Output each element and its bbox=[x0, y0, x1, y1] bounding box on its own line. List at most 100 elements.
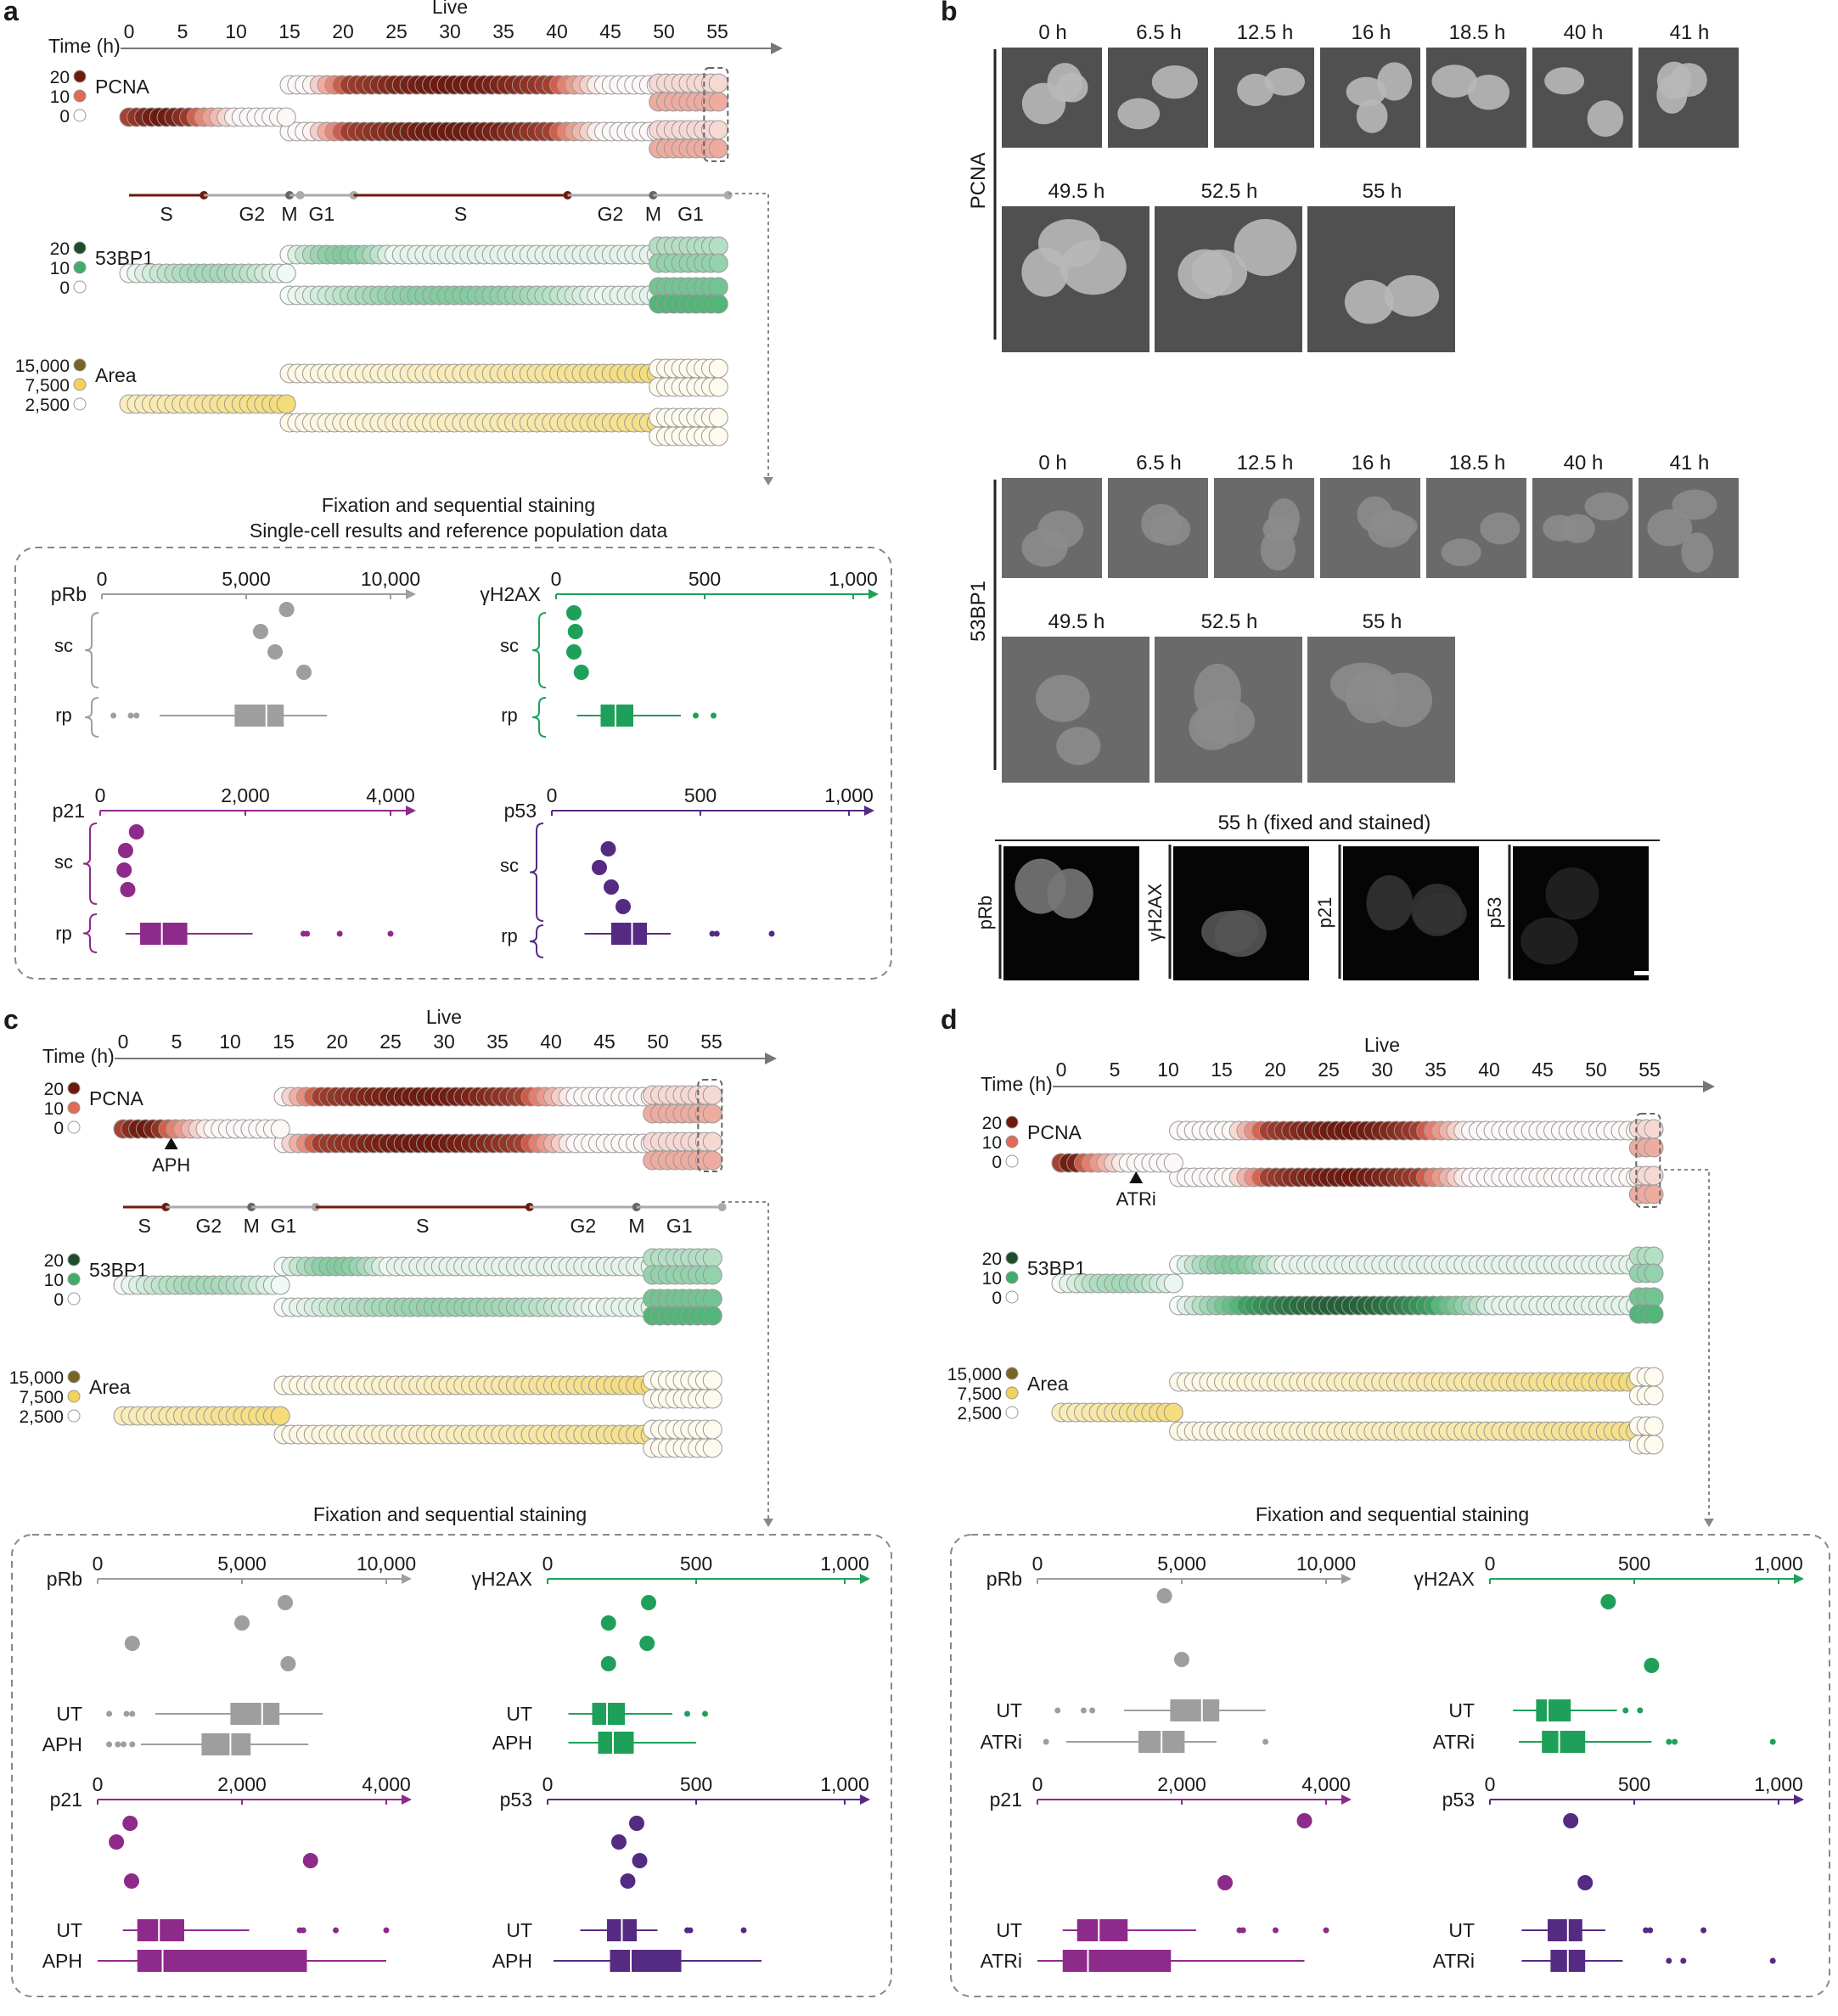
outlier-dot bbox=[1054, 1707, 1061, 1714]
marker-label: p21 bbox=[53, 800, 85, 822]
single-cell-dot bbox=[1156, 1588, 1172, 1603]
axis-tick-label: 1,000 bbox=[1754, 1773, 1803, 1795]
outlier-dot bbox=[709, 930, 716, 937]
outlier-dot bbox=[684, 1710, 690, 1717]
outlier-dot bbox=[1647, 1927, 1654, 1934]
nucleus bbox=[1346, 76, 1386, 107]
marker-axis-arrow bbox=[402, 1574, 412, 1584]
outlier-dot bbox=[1262, 1738, 1269, 1745]
nucleus bbox=[1194, 663, 1241, 723]
outlier-dot bbox=[1769, 1738, 1776, 1745]
time-tick-label: 50 bbox=[653, 20, 675, 42]
outlier-dot bbox=[387, 930, 394, 937]
micrograph-tile bbox=[1638, 48, 1739, 148]
legend-title: Area bbox=[95, 364, 137, 386]
fixation-title: Fixation and sequential staining bbox=[313, 1503, 587, 1525]
legend-tick-label: 20 bbox=[50, 239, 70, 259]
time-tick-label: 30 bbox=[1371, 1059, 1393, 1081]
nucleus bbox=[1467, 74, 1510, 110]
link-arrow bbox=[1704, 1519, 1714, 1527]
panel-letter-a: a bbox=[3, 0, 19, 26]
legend-tick-label: 20 bbox=[50, 68, 70, 87]
single-cell-dot bbox=[1577, 1875, 1593, 1890]
time-tick-label: 55 bbox=[706, 20, 728, 42]
legend-tick-label: 0 bbox=[992, 1153, 1002, 1172]
nucleus bbox=[1374, 672, 1433, 727]
time-tick-label: 55 bbox=[1638, 1059, 1661, 1081]
pcna-cell-dot bbox=[1644, 1184, 1664, 1205]
legend-swatch bbox=[1005, 1386, 1019, 1400]
outlier-dot bbox=[1769, 1957, 1776, 1964]
outlier-dot bbox=[106, 1710, 113, 1717]
marker-label: p21 bbox=[990, 1789, 1022, 1811]
outlier-dot bbox=[133, 712, 140, 719]
legend-swatch bbox=[67, 1081, 81, 1095]
row-label: sc bbox=[54, 851, 73, 873]
legend-tick-label: 0 bbox=[59, 278, 70, 298]
brace bbox=[531, 612, 547, 688]
box-iqr bbox=[137, 1919, 184, 1941]
bp-cell-dot bbox=[708, 236, 728, 256]
timepoint-label: 6.5 h bbox=[1136, 21, 1181, 44]
outlier-dot bbox=[333, 1927, 339, 1934]
box-iqr bbox=[1170, 1699, 1220, 1721]
axis-tick-label: 500 bbox=[689, 568, 721, 590]
time-tick-label: 10 bbox=[219, 1030, 241, 1053]
marker-label: pRb bbox=[986, 1568, 1022, 1590]
time-tick-label: 35 bbox=[1425, 1059, 1447, 1081]
legend-title: PCNA bbox=[89, 1087, 144, 1109]
time-tick-label: 40 bbox=[1478, 1059, 1500, 1081]
row-label: sc bbox=[54, 635, 73, 656]
bp-cell-dot bbox=[708, 277, 728, 297]
nucleus bbox=[1366, 875, 1414, 931]
drug-label: APH bbox=[152, 1154, 190, 1176]
single-cell-dot bbox=[1174, 1652, 1189, 1667]
time-tick-label: 55 bbox=[700, 1030, 722, 1053]
legend-swatch bbox=[67, 1253, 81, 1266]
legend-swatch bbox=[67, 1272, 81, 1286]
time-tick-label: 30 bbox=[439, 20, 461, 42]
outlier-dot bbox=[1323, 1927, 1329, 1934]
single-cell-dot bbox=[280, 1656, 296, 1671]
link-arrow bbox=[763, 477, 773, 486]
pcna-cell-dot bbox=[702, 1150, 722, 1171]
time-tick-label: 35 bbox=[492, 20, 514, 42]
panel-letter-d: d bbox=[941, 1004, 958, 1035]
area-cell-dot bbox=[1644, 1435, 1664, 1455]
legend-swatch bbox=[73, 378, 87, 391]
box-iqr bbox=[611, 923, 647, 945]
live-label: Live bbox=[426, 1006, 462, 1028]
row-label: UT bbox=[996, 1919, 1022, 1941]
nucleus bbox=[1411, 883, 1464, 936]
row-label: rp bbox=[55, 923, 72, 944]
axis-tick-label: 500 bbox=[680, 1553, 712, 1575]
stain-label: pRb bbox=[975, 896, 996, 929]
axis-tick-label: 0 bbox=[542, 1553, 554, 1575]
nucleus bbox=[1647, 509, 1693, 547]
pcna-cell-dot bbox=[276, 107, 296, 127]
box-iqr bbox=[1062, 1950, 1172, 1972]
outlier-dot bbox=[1666, 1957, 1672, 1964]
single-cell-dot bbox=[567, 624, 583, 639]
nucleus bbox=[1151, 65, 1198, 99]
fixation-title: Fixation and sequential staining bbox=[322, 494, 595, 516]
legend-swatch bbox=[1005, 1154, 1019, 1168]
outlier-dot bbox=[1622, 1707, 1629, 1714]
pcna-cell-dot bbox=[708, 92, 728, 112]
axis-tick-label: 500 bbox=[684, 784, 717, 806]
legend-swatch bbox=[1005, 1406, 1019, 1419]
bp-cell-dot bbox=[1644, 1263, 1664, 1283]
nucleus bbox=[1480, 512, 1520, 545]
sampling-box bbox=[697, 1079, 723, 1172]
single-cell-dot bbox=[1217, 1875, 1233, 1890]
timepoint-label: 12.5 h bbox=[1237, 452, 1294, 475]
nucleus bbox=[1544, 67, 1585, 95]
axis-tick-label: 1,000 bbox=[1754, 1553, 1803, 1575]
bp-cell-dot bbox=[708, 253, 728, 273]
marker-axis-arrow bbox=[864, 806, 874, 816]
outlier-dot bbox=[687, 1927, 694, 1934]
bp-cell-dot bbox=[1644, 1246, 1664, 1266]
legend-tick-label: 0 bbox=[53, 1119, 64, 1138]
